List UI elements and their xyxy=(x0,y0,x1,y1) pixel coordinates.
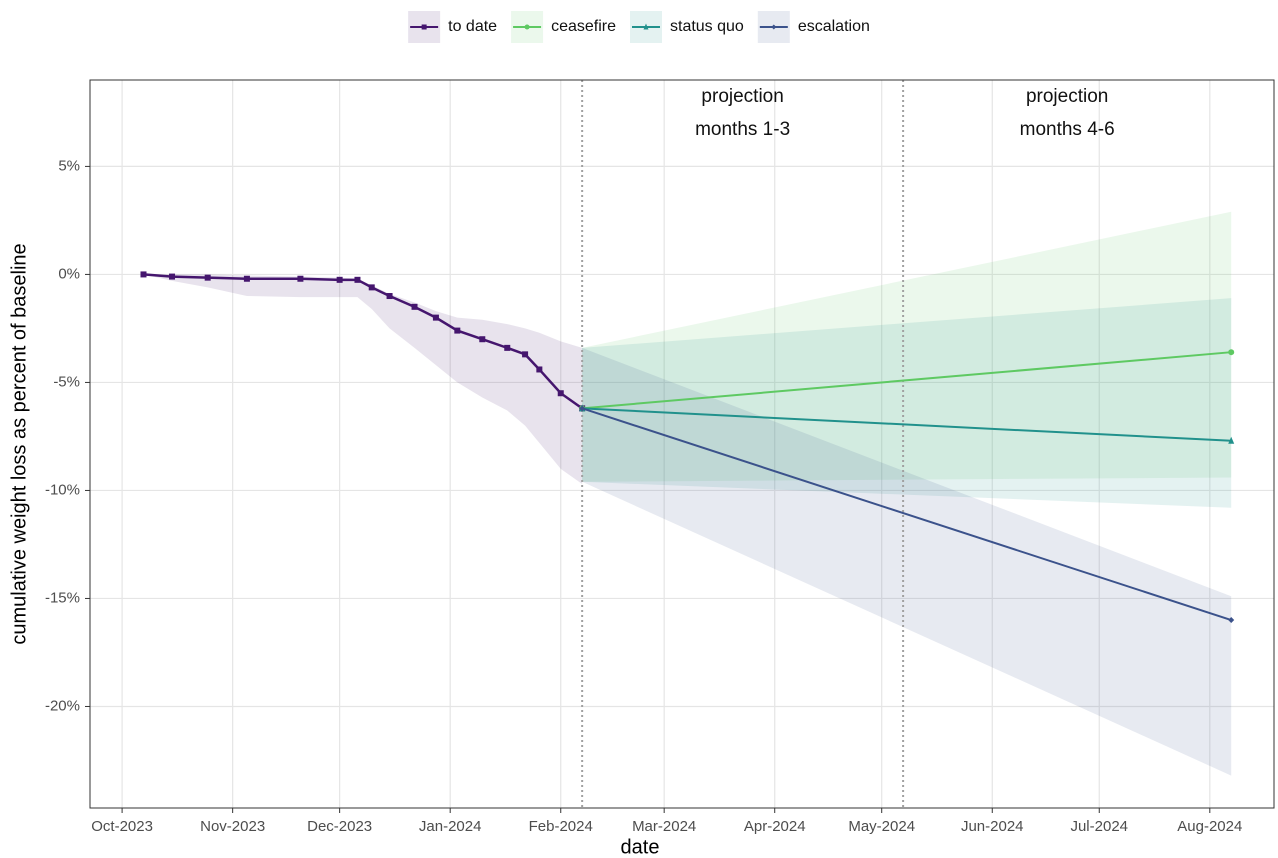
point xyxy=(336,276,343,283)
x-tick-label: Apr-2024 xyxy=(744,818,806,835)
legend-label: escalation xyxy=(798,18,870,35)
point xyxy=(1228,436,1235,444)
point xyxy=(536,366,543,373)
annotation: projection xyxy=(701,86,783,107)
point xyxy=(411,303,418,310)
series-line xyxy=(581,407,1232,622)
legend-label: to date xyxy=(448,18,497,35)
x-tick-label: May-2024 xyxy=(848,818,915,835)
point xyxy=(243,275,250,282)
point xyxy=(421,24,427,30)
point xyxy=(368,284,375,291)
point xyxy=(432,314,439,321)
legend-label: ceasefire xyxy=(551,18,616,35)
point xyxy=(771,24,777,30)
ribbon xyxy=(582,298,1232,508)
x-tick-label: Jun-2024 xyxy=(961,818,1024,835)
y-tick-label: -20% xyxy=(45,697,80,714)
y-tick-label: 5% xyxy=(58,157,80,174)
y-tick-label: -15% xyxy=(45,589,80,606)
point xyxy=(643,23,649,30)
point xyxy=(386,293,393,300)
point xyxy=(479,336,486,343)
point xyxy=(1228,349,1235,356)
y-axis-title: cumulative weight loss as percent of bas… xyxy=(8,243,30,644)
y-tick-label: -5% xyxy=(53,373,80,390)
legend-item: to date xyxy=(408,11,497,43)
annotation: months 1-3 xyxy=(695,119,790,140)
legend: to date ceasefire status quo escalation xyxy=(408,11,870,43)
point xyxy=(169,273,176,280)
annotation: projection xyxy=(1026,86,1108,107)
point xyxy=(297,275,304,282)
series-line xyxy=(582,351,1232,410)
point xyxy=(204,274,211,281)
x-tick-label: Feb-2024 xyxy=(529,818,593,835)
y-tick-label: 0% xyxy=(58,265,80,282)
x-tick-label: Mar-2024 xyxy=(632,818,696,835)
x-tick-label: Jan-2024 xyxy=(419,818,482,835)
legend-label: status quo xyxy=(670,18,744,35)
point xyxy=(504,344,511,351)
point xyxy=(354,276,361,283)
point xyxy=(454,327,461,334)
x-tick-label: Jul-2024 xyxy=(1070,818,1128,835)
point xyxy=(557,390,564,397)
x-axis-title: date xyxy=(621,836,660,858)
x-tick-label: Nov-2023 xyxy=(200,818,265,835)
legend-item: status quo xyxy=(629,11,744,43)
x-tick-label: Aug-2024 xyxy=(1177,818,1242,835)
ribbon xyxy=(582,211,1232,482)
point xyxy=(140,271,147,278)
legend-item: ceasefire xyxy=(511,11,616,43)
point xyxy=(522,351,529,358)
plot-frame xyxy=(89,79,1275,809)
point xyxy=(524,24,530,30)
x-tick-label: Dec-2023 xyxy=(307,818,372,835)
ribbon xyxy=(143,274,583,484)
series-line xyxy=(582,407,1232,442)
ribbon xyxy=(582,347,1232,776)
x-tick-label: Oct-2023 xyxy=(91,818,153,835)
point xyxy=(579,405,586,412)
y-tick-label: -10% xyxy=(45,481,80,498)
annotation: months 4-6 xyxy=(1020,119,1115,140)
legend-item: escalation xyxy=(757,11,870,43)
point xyxy=(1228,617,1235,624)
